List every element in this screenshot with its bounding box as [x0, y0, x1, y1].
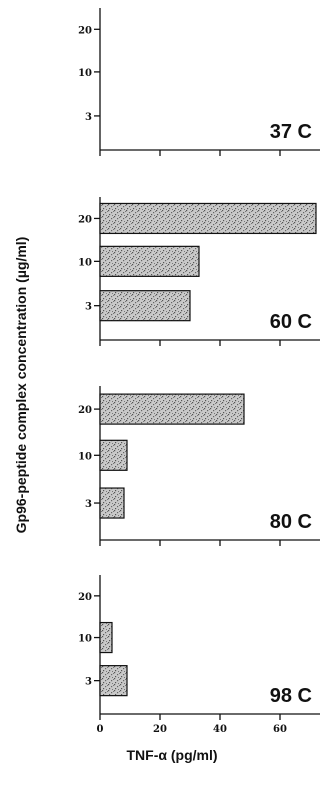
chart-panel: 20 10 3 60 C: [78, 197, 320, 346]
y-tick-label: 20: [78, 592, 92, 603]
panel-label: 37 C: [270, 121, 312, 143]
y-tick-label: 20: [78, 25, 92, 36]
y-tick-label: 10: [78, 68, 92, 79]
y-tick-label: 10: [78, 451, 92, 462]
panel-label: 60 C: [270, 311, 312, 333]
chart-panel: 20 10 3 37 C: [78, 8, 320, 156]
x-tick-label: 20: [153, 724, 167, 735]
y-tick-label: 3: [85, 677, 92, 688]
chart-panel: 20 10 3 98 C 0 20 40 60: [78, 575, 320, 735]
x-tick-label: 40: [213, 724, 227, 735]
y-tick-label: 3: [85, 112, 92, 123]
y-tick-label: 10: [78, 634, 92, 645]
bar: [99, 393, 245, 425]
y-axis-title: Gp96-peptide complex concentration (µg/m…: [13, 237, 29, 534]
y-tick-label: 3: [85, 499, 92, 510]
y-tick-label: 20: [78, 405, 92, 416]
x-axis-title: TNF-α (pg/ml): [126, 747, 217, 763]
bar: [99, 439, 128, 471]
panel-label: 80 C: [270, 511, 312, 533]
bar: [99, 290, 191, 322]
panel-label: 98 C: [270, 685, 312, 707]
bar: [99, 202, 317, 235]
bar: [99, 621, 113, 654]
bar: [99, 665, 128, 697]
y-tick-label: 3: [85, 302, 92, 313]
x-tick-label: 60: [273, 724, 287, 735]
bar: [99, 245, 200, 277]
y-tick-label: 10: [78, 257, 92, 268]
chart-panel: 20 10 3 80 C: [78, 386, 320, 546]
y-tick-label: 20: [78, 214, 92, 225]
bar: [99, 487, 125, 519]
x-tick-label: 0: [97, 724, 104, 735]
panels: 20 10 3 37 C 20 10 3 60 C 20 10 3 80 C 20 10 3 98 C 0 20 4…: [78, 8, 320, 735]
